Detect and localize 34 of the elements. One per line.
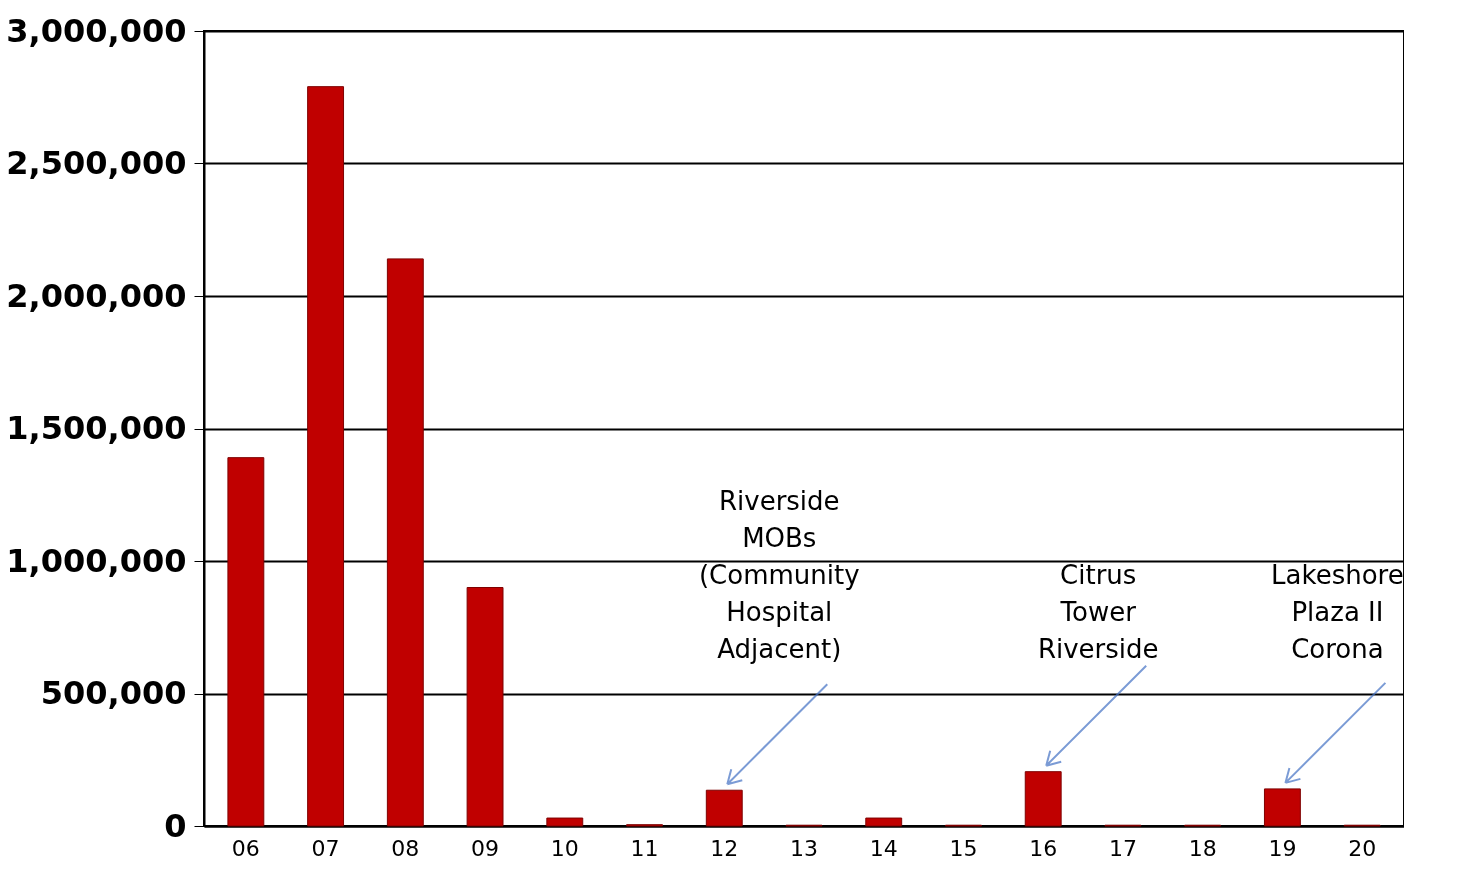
y-tick-label: 2,500,000 (6, 144, 187, 182)
bar (466, 587, 504, 827)
y-tick-label: 1,500,000 (6, 409, 187, 447)
y-tick-label: 3,000,000 (6, 11, 187, 50)
x-tick-label: 17 (1108, 835, 1137, 861)
x-tick-label: 12 (710, 835, 739, 861)
x-tick-label: 11 (630, 835, 659, 861)
x-tick-label: 13 (790, 835, 818, 861)
y-tick-label: 1,000,000 (6, 541, 187, 580)
x-tick-label: 16 (1029, 835, 1058, 861)
bar (705, 789, 743, 827)
bar (227, 457, 265, 827)
x-tick-label: 14 (869, 835, 898, 861)
x-tick-label: 08 (391, 835, 420, 861)
x-tick-label: 18 (1188, 835, 1217, 861)
x-tick-label: 19 (1268, 835, 1297, 861)
y-tick-label: 500,000 (40, 674, 187, 712)
x-tick-label: 20 (1348, 835, 1377, 861)
x-tick-label: 09 (471, 835, 500, 861)
annotation: Lakeshore Plaza II Corona (1271, 560, 1404, 664)
bar (546, 817, 584, 827)
bar (386, 258, 424, 827)
x-tick-label: 10 (550, 835, 579, 861)
bar (307, 86, 345, 827)
x-tick-label: 15 (949, 835, 978, 861)
annotation: Riverside MOBs (Community Hospital Adjacent) (698, 486, 860, 664)
annotation: Citrus Tower Riverside (1037, 560, 1159, 664)
bar (1024, 771, 1062, 827)
x-tick-label: 06 (231, 835, 260, 861)
bar (865, 817, 903, 827)
y-tick-label: 2,000,000 (6, 276, 187, 315)
x-tick-label: 07 (311, 835, 340, 861)
y-tick-label: 0 (164, 806, 187, 845)
bar (1263, 788, 1301, 827)
